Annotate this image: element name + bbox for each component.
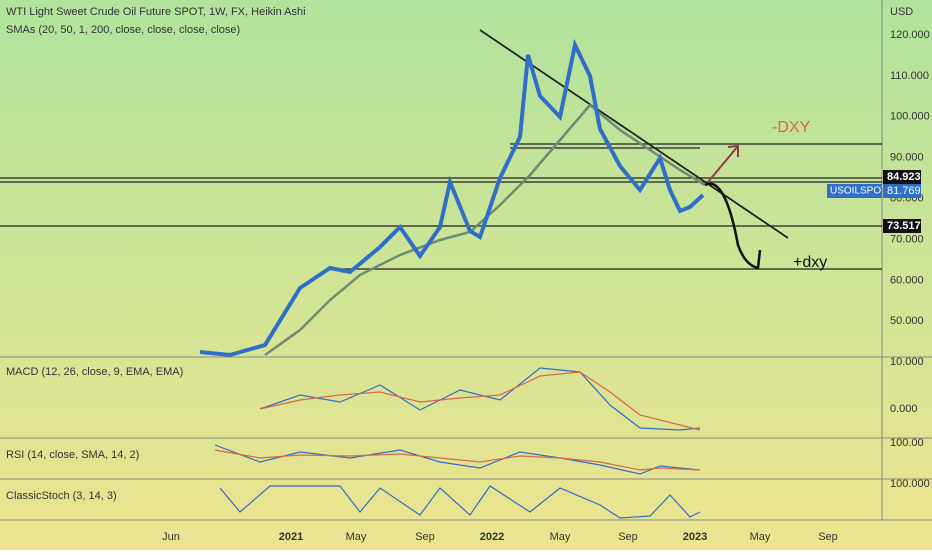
- panel-tick: 10.000: [890, 356, 924, 368]
- price-tick: 60.000: [890, 274, 924, 286]
- price-tick: 120.000: [890, 29, 930, 41]
- price-label: 73.517: [887, 220, 921, 232]
- macd-line: [259, 367, 701, 431]
- drawn-arrow: [707, 144, 739, 183]
- time-label: 2022: [480, 531, 504, 543]
- sma-line: [264, 103, 706, 357]
- price-tick: 50.000: [890, 315, 924, 327]
- panel-tick: 100.000: [890, 478, 930, 490]
- price-label-bg: [883, 170, 921, 184]
- axis-unit: USD: [890, 6, 913, 18]
- drawn-curve: [704, 182, 762, 270]
- annotation: -DXY: [772, 119, 811, 136]
- panel-separators: [0, 0, 932, 521]
- price-candles: [199, 38, 705, 358]
- time-label: May: [550, 531, 571, 543]
- rsi-line: [214, 444, 701, 475]
- signal-line: [259, 371, 701, 431]
- time-label: Sep: [818, 531, 838, 543]
- time-label: May: [750, 531, 771, 543]
- symbol-label-bg: [827, 184, 882, 198]
- price-tick: 100.000: [890, 111, 930, 123]
- rsi-ma: [214, 449, 701, 471]
- price-tick: 90.000: [890, 152, 924, 164]
- time-label: Sep: [415, 531, 435, 543]
- time-label: 2021: [279, 531, 303, 543]
- time-label: Sep: [618, 531, 638, 543]
- panel-title: RSI (14, close, SMA, 14, 2): [6, 449, 139, 461]
- price-label-bg: [883, 219, 921, 233]
- stoch-line: [219, 485, 701, 519]
- panel-tick: 100.00: [890, 437, 924, 449]
- panel-title: MACD (12, 26, close, 9, EMA, EMA): [6, 366, 183, 378]
- last-price-bg: [883, 184, 921, 198]
- price-label: 84.923: [887, 171, 921, 183]
- chart-title: WTI Light Sweet Crude Oil Future SPOT, 1…: [6, 6, 306, 18]
- price-tick: 70.000: [890, 233, 924, 245]
- panel-tick: 0.000: [890, 403, 918, 415]
- price-tick: 110.000: [890, 70, 929, 82]
- time-label: 2023: [683, 531, 707, 543]
- time-label: Jun: [162, 531, 180, 543]
- symbol-label: USOILSPOT: [830, 186, 887, 197]
- time-label: May: [346, 531, 367, 543]
- indicator-label: SMAs (20, 50, 1, 200, close, close, clos…: [6, 24, 240, 36]
- panel-title: ClassicStoch (3, 14, 3): [6, 490, 117, 502]
- annotation: +dxy: [793, 254, 827, 271]
- last-price: 81.769: [887, 185, 921, 197]
